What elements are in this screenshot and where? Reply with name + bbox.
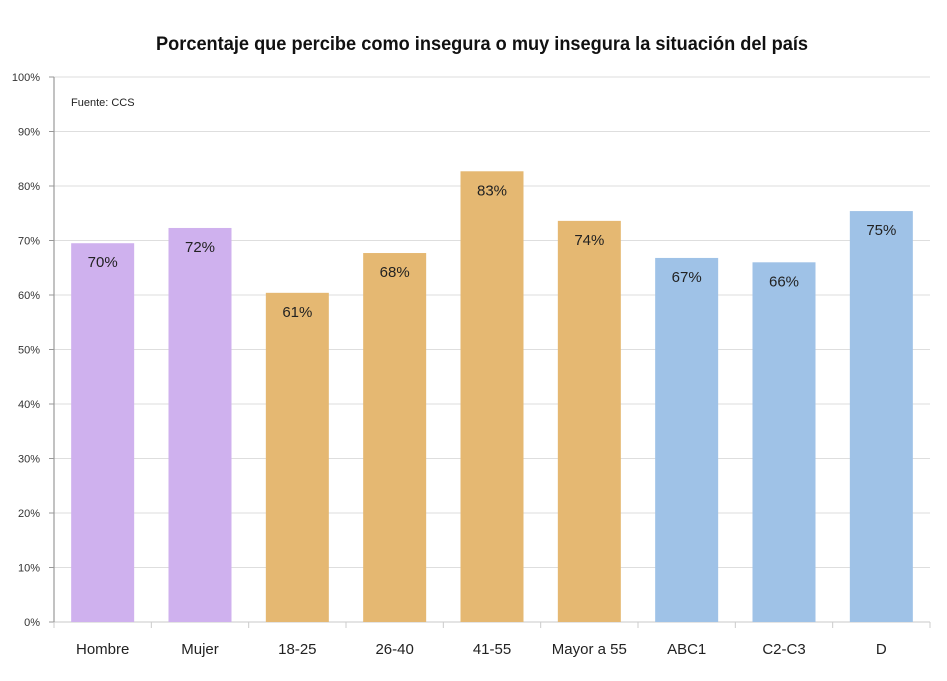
y-tick-label: 50% (18, 345, 40, 357)
bar (363, 253, 427, 622)
bars: 70% Hombre 72% Mujer 61% 18-25 68% 26-40 83% 41-5… (71, 171, 913, 658)
bar (557, 220, 621, 622)
y-tick-label: 80% (18, 181, 40, 193)
bar (752, 262, 816, 622)
source-note: Fuente: CCS (71, 97, 135, 109)
data-label: 61% (282, 304, 312, 321)
data-label: 74% (574, 232, 604, 249)
bar (168, 227, 232, 622)
bar (265, 292, 329, 622)
data-label: 72% (185, 239, 215, 256)
x-tick-label: Hombre (76, 641, 129, 658)
bar (655, 257, 719, 622)
bar (460, 171, 524, 622)
bar (849, 211, 913, 622)
x-tick-label: D (876, 641, 887, 658)
data-label: 70% (88, 254, 118, 271)
x-tick-label: Mayor a 55 (552, 641, 627, 658)
data-label: 67% (672, 269, 702, 286)
y-tick-label: 90% (18, 127, 40, 139)
x-tick-label: ABC1 (667, 641, 706, 658)
y-tick-label: 40% (18, 399, 40, 411)
data-label: 68% (380, 264, 410, 281)
x-tick-label: 26-40 (375, 641, 413, 658)
y-tick-label: 30% (18, 454, 40, 466)
y-tick-label: 100% (12, 72, 40, 84)
y-tick-label: 60% (18, 290, 40, 302)
x-tick-label: 18-25 (278, 641, 316, 658)
chart-title: Porcentaje que percibe como insegura o m… (156, 34, 808, 55)
x-tick-label: 41-55 (473, 641, 511, 658)
data-label: 83% (477, 182, 507, 199)
y-tick-label: 10% (18, 563, 40, 575)
y-tick-label: 0% (24, 617, 40, 629)
x-tick-label: C2-C3 (762, 641, 805, 658)
y-tick-label: 70% (18, 236, 40, 248)
data-label: 75% (866, 222, 896, 239)
y-tick-label: 20% (18, 508, 40, 520)
data-label: 66% (769, 273, 799, 290)
bar (71, 243, 135, 622)
x-tick-label: Mujer (181, 641, 219, 658)
